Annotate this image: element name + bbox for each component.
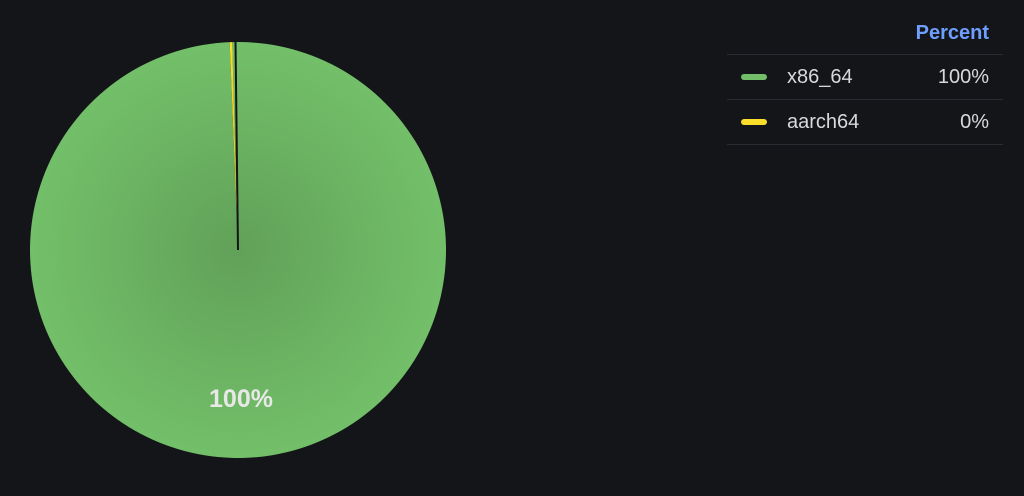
legend-series-value: 0% (960, 110, 989, 133)
series-color-swatch (741, 74, 767, 80)
pie-chart: 100% (30, 42, 446, 458)
legend-item-aarch64[interactable]: aarch64 0% (727, 100, 1003, 145)
legend-table: Percent x86_64 100% aarch64 0% (727, 12, 1003, 145)
legend-series-name[interactable]: aarch64 (787, 110, 860, 133)
legend-item-x86-64[interactable]: x86_64 100% (727, 55, 1003, 100)
percent-column-header[interactable]: Percent (915, 21, 989, 44)
legend-series-value: 100% (937, 65, 989, 88)
legend-header[interactable]: Percent (727, 12, 1003, 55)
legend-series-name[interactable]: x86_64 (787, 65, 853, 88)
slice-divider (234, 42, 239, 251)
series-color-swatch (741, 119, 767, 125)
slice-label-x86-64: 100% (209, 385, 273, 413)
